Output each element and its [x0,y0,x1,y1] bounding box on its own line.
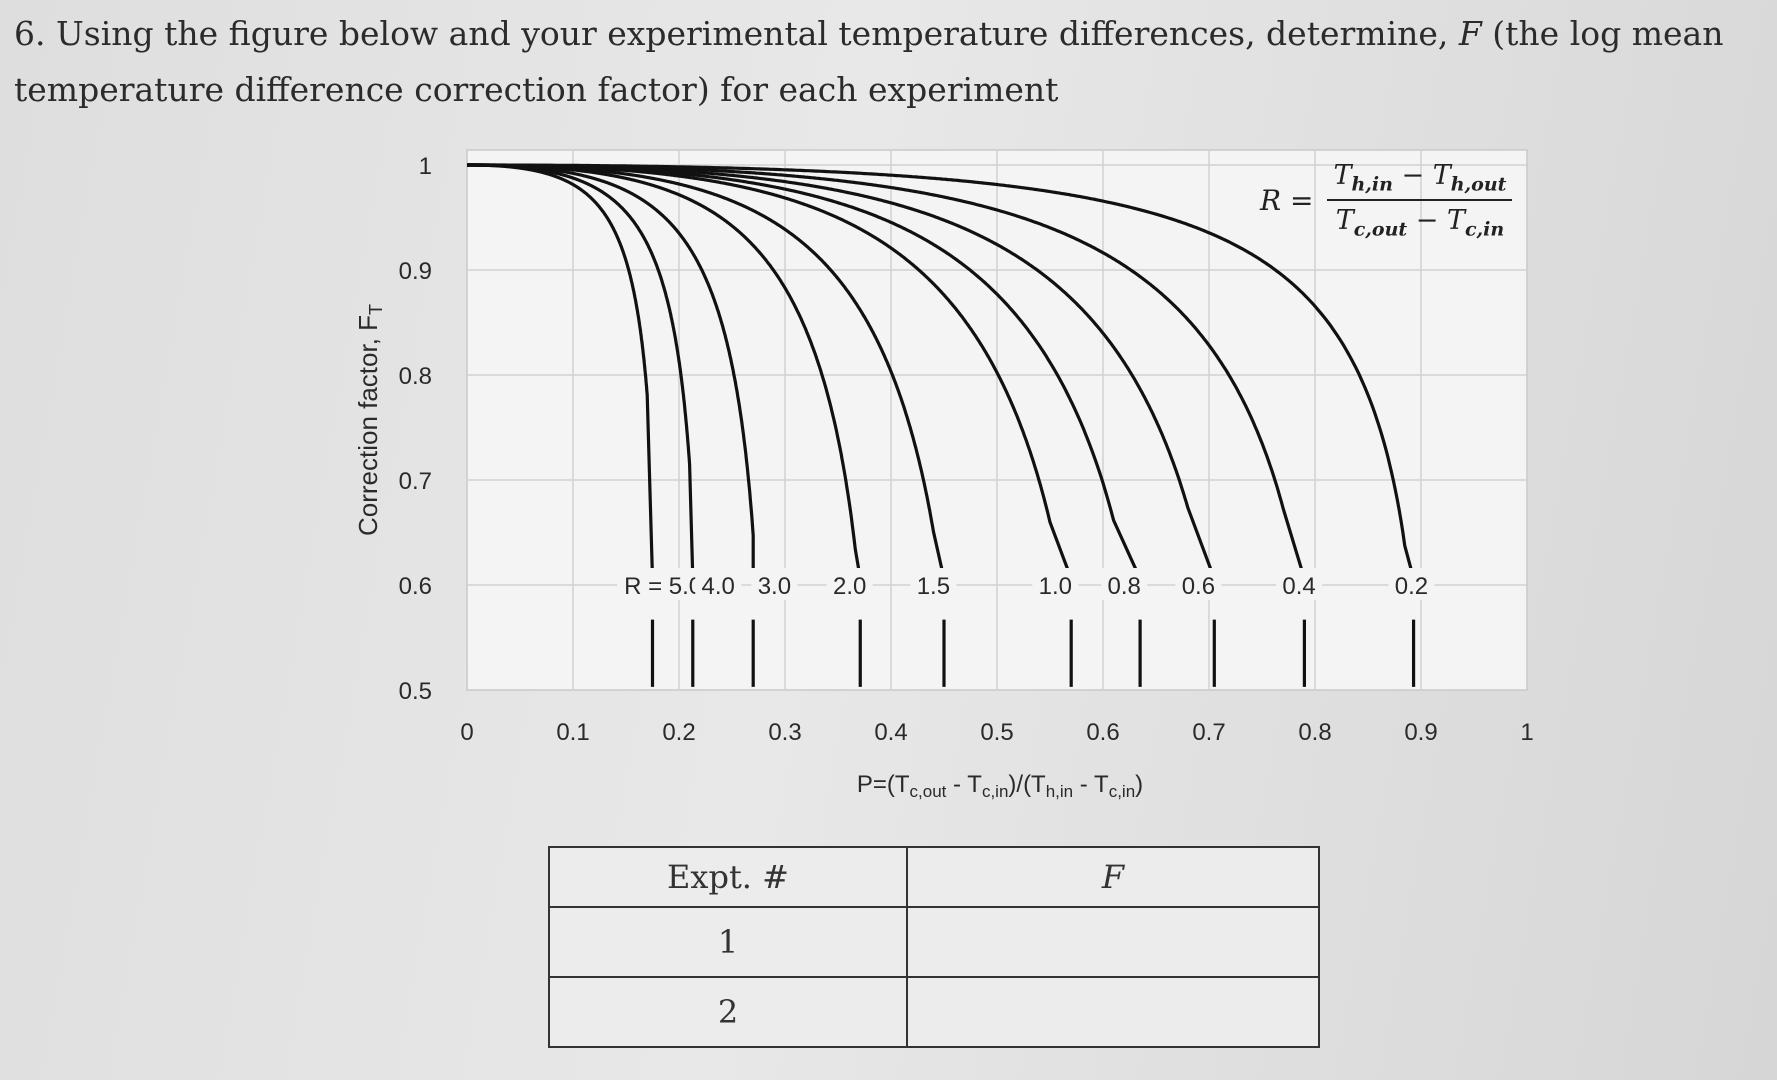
curve-label-bg [910,568,957,600]
table-row: 2 [548,976,1320,1048]
question-line-1: 6. Using the figure below and your exper… [14,6,1774,62]
x-label-sub-2: c,in [982,782,1008,800]
x-tick-label: 0.4 [874,719,907,746]
cell-f-2[interactable] [906,976,1320,1048]
curve-label: 4.0 [702,573,735,600]
den-t2: − T [1407,205,1465,237]
results-table: Expt. # F 1 2 [548,846,1320,1048]
curve-label: 0.2 [1395,573,1428,600]
x-tick-label: 0.3 [768,719,801,746]
num-sub1: h,in [1351,173,1393,196]
r-formula: R = Th,in − Th,out Tc,out − Tc,in [1260,160,1513,241]
x-label-sub-1: c,out [910,782,947,800]
curve-label: 1.5 [917,573,950,600]
x-tick-label: 0.1 [556,719,589,746]
x-tick-label: 0.5 [980,719,1013,746]
den-t1: T [1335,205,1354,237]
curve-label-bg [826,568,873,600]
x-tick-label: 1 [1520,719,1533,746]
formula-lhs: R = [1260,183,1314,217]
curve-label: R = 5.0 [624,573,702,600]
num-t1: T [1333,160,1352,191]
den-sub2: c,in [1464,218,1505,241]
table-header-row: Expt. # F [548,846,1320,908]
curve-r-0-2 [467,163,1416,580]
x-label-sub-4: c,in [1109,782,1135,800]
fraction-bar [1327,199,1513,202]
curve-label: 0.6 [1182,573,1215,600]
y-tick-label: 0.7 [399,468,432,495]
den-sub1: c,out [1353,218,1408,241]
x-label-part-1: P=(T [857,771,910,798]
x-tick-label: 0.6 [1086,719,1119,746]
y-label-sub: T [366,304,386,315]
curve-label: 0.4 [1282,573,1315,600]
curve-label: 1.0 [1039,573,1072,600]
question-line-2: temperature difference correction factor… [14,70,1059,109]
y-tick-label: 0.5 [399,678,432,705]
curve-label-bg [1276,568,1323,600]
x-label-part-4: - T [1073,771,1109,798]
formula-numerator: Th,in − Th,out [1327,160,1512,195]
formula-fraction: Th,in − Th,out Tc,out − Tc,in [1327,160,1513,241]
cell-f-1[interactable] [906,906,1320,978]
x-label-part-5: ) [1135,771,1143,798]
curve-label-bg [1101,568,1148,600]
x-tick-label: 0.8 [1298,719,1331,746]
table-row: 1 [548,906,1320,978]
curve-label-bg [617,568,710,600]
x-label-part-3: )/(T [1008,771,1046,798]
x-axis-label: P=(Tc,out - Tc,in)/(Th,in - Tc,in) [857,771,1143,800]
y-tick-label: 0.9 [399,258,432,285]
question-f-symbol: F [1458,14,1482,53]
num-t2: − T [1392,160,1451,191]
curve-label-bg [751,568,798,600]
ticks-group: 0 0.1 0.2 0.3 0.4 0.5 0.6 0.7 0.8 0.9 1 0.5 0.6 0.7 0.… [399,153,1534,746]
curve-label-bg [1388,568,1435,600]
curve-label-bg [1175,568,1222,600]
x-tick-label: 0.2 [662,719,695,746]
formula-denominator: Tc,out − Tc,in [1330,205,1510,240]
curves-group [465,163,1416,687]
question-part-2: (the log mean [1481,14,1724,53]
correction-factor-chart: R = 5.0 4.0 3.0 2.0 1.5 1.0 0.8 0.6 0.4 0.2 0 0.1 0… [353,149,1534,800]
x-label-part-2: - T [946,771,982,798]
x-tick-label: 0 [460,719,473,746]
curve-label-bg [1032,568,1079,600]
cell-expt-1: 1 [548,906,908,978]
x-tick-label: 0.9 [1404,719,1437,746]
header-f: F [906,846,1320,908]
cell-expt-2: 2 [548,976,908,1048]
question-text: 6. Using the figure below and your exper… [14,6,1774,118]
x-tick-label: 0.7 [1192,719,1225,746]
curve-label-bg [695,568,742,600]
curve-labels-group: R = 5.0 4.0 3.0 2.0 1.5 1.0 0.8 0.6 0.4 0.2 [617,568,1435,600]
num-sub2: h,out [1450,173,1507,196]
y-tick-label: 1 [419,153,432,180]
curve-label: 3.0 [758,573,791,600]
curve-label: 0.8 [1108,573,1141,600]
x-label-sub-3: h,in [1046,782,1073,800]
curve-label: 2.0 [833,573,866,600]
header-expt: Expt. # [548,846,908,908]
y-axis-label: Correction factor, FT [353,304,386,536]
question-part-1: 6. Using the figure below and your exper… [14,14,1459,53]
y-tick-label: 0.6 [399,573,432,600]
y-tick-label: 0.8 [399,363,432,390]
y-label-main: Correction factor, F [353,315,383,536]
